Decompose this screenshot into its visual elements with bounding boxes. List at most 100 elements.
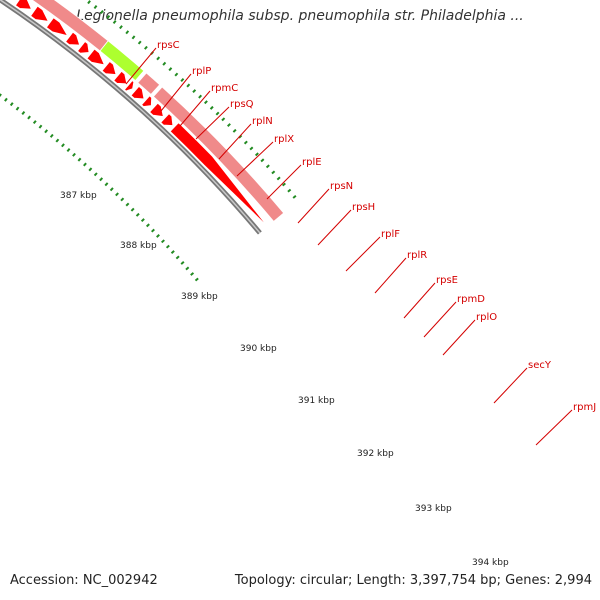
tick-mark	[165, 244, 170, 249]
gene-label-rplR: rplR	[407, 250, 427, 261]
cds-arrow	[130, 85, 145, 100]
tick-mark	[276, 176, 281, 181]
gene-label-rpsE: rpsE	[436, 275, 458, 286]
outline-track	[31, 0, 285, 222]
tick-mark	[112, 20, 117, 25]
gene-label-rplF: rplF	[381, 229, 400, 240]
label-callouts	[125, 47, 573, 446]
tick-mark	[265, 164, 270, 169]
cds-arrow	[160, 113, 174, 126]
cds-arrow	[45, 17, 69, 37]
tick-mark	[27, 115, 31, 120]
backbone-arc	[0, 0, 262, 235]
tick-mark	[215, 111, 220, 116]
callout-line	[493, 367, 528, 404]
tick-mark	[254, 152, 259, 157]
tick-mark	[232, 128, 237, 133]
tick-mark	[32, 120, 37, 125]
tick-mark	[55, 138, 60, 143]
scale-label-390: 390 kbp	[240, 344, 277, 354]
tick-mark	[0, 93, 2, 98]
callout-line	[266, 164, 302, 200]
tick-mark	[99, 177, 104, 182]
tick-mark	[83, 162, 87, 167]
cds-arrow	[14, 0, 33, 10]
callout-line	[535, 409, 573, 446]
tick-mark	[106, 15, 111, 19]
tick-mark	[186, 83, 191, 88]
tick-mark	[119, 25, 123, 30]
tick-mark	[292, 194, 297, 199]
cds-arrow	[123, 80, 135, 92]
cds-arrow	[141, 95, 153, 108]
tick-mark	[194, 277, 199, 282]
callout-line	[179, 90, 211, 127]
tick-mark	[180, 261, 185, 265]
tick-mark	[93, 5, 98, 10]
callout-line	[317, 209, 352, 246]
tick-mark	[88, 167, 93, 172]
highlight-gene-secY	[99, 40, 145, 82]
gene-label-rpsC: rpsC	[157, 40, 180, 51]
tick-mark	[61, 143, 65, 148]
callout-line	[442, 319, 476, 356]
tick-marks	[0, 0, 297, 282]
gene-label-rpsN: rpsN	[330, 181, 353, 192]
tick-mark	[249, 146, 254, 151]
cds-arrow	[86, 48, 105, 66]
tick-mark	[137, 40, 142, 45]
tick-mark	[125, 30, 130, 35]
callout-line	[345, 236, 381, 272]
cds-arrow	[77, 41, 90, 54]
callout-line	[195, 106, 230, 140]
gene-label-rplP: rplP	[192, 66, 211, 77]
tick-mark	[151, 228, 155, 233]
callout-line	[423, 301, 457, 338]
tick-mark	[131, 35, 136, 40]
tick-mark	[170, 250, 175, 254]
tick-mark	[221, 117, 226, 122]
tick-mark	[135, 212, 140, 217]
gene-label-rpmJ: rpmJ	[573, 402, 596, 413]
tick-mark	[168, 67, 173, 72]
tick-mark	[271, 170, 276, 175]
callout-line	[125, 47, 157, 85]
tick-mark	[209, 105, 214, 110]
genome-summary-text: Topology: circular; Length: 3,397,754 bp…	[234, 573, 592, 588]
tick-mark	[87, 0, 91, 5]
map-title: Legionella pneumophila subsp. pneumophil…	[76, 8, 524, 24]
tick-mark	[227, 123, 231, 127]
tick-mark	[162, 61, 167, 66]
tick-mark	[243, 140, 248, 145]
callout-line	[160, 73, 192, 112]
gene-label-rplX: rplX	[274, 134, 294, 145]
tick-mark	[4, 97, 8, 102]
cds-arrow	[113, 70, 128, 85]
tick-mark	[185, 266, 190, 271]
cds-arrow	[169, 122, 268, 227]
scale-label-392: 392 kbp	[357, 449, 394, 459]
tick-mark	[9, 102, 14, 107]
tick-mark	[156, 233, 160, 238]
tick-mark	[72, 152, 76, 157]
tick-mark	[140, 218, 145, 223]
tick-mark	[125, 202, 130, 207]
tick-mark	[175, 255, 180, 260]
tick-mark	[180, 78, 185, 82]
callout-line	[236, 141, 274, 177]
tick-mark	[238, 134, 243, 139]
gene-label-rpsQ: rpsQ	[230, 99, 254, 110]
tick-mark	[156, 56, 161, 61]
tick-mark	[287, 188, 292, 193]
tick-mark	[144, 45, 148, 50]
cds-arrow	[30, 5, 49, 22]
backbone-highlight	[0, 0, 261, 234]
tick-mark	[174, 72, 179, 77]
tick-mark	[192, 89, 197, 94]
gene-label-rplO: rplO	[476, 312, 497, 323]
tick-mark	[21, 111, 26, 116]
tick-mark	[115, 192, 119, 197]
gene-label-rplE: rplE	[302, 157, 322, 168]
tick-mark	[104, 182, 109, 187]
